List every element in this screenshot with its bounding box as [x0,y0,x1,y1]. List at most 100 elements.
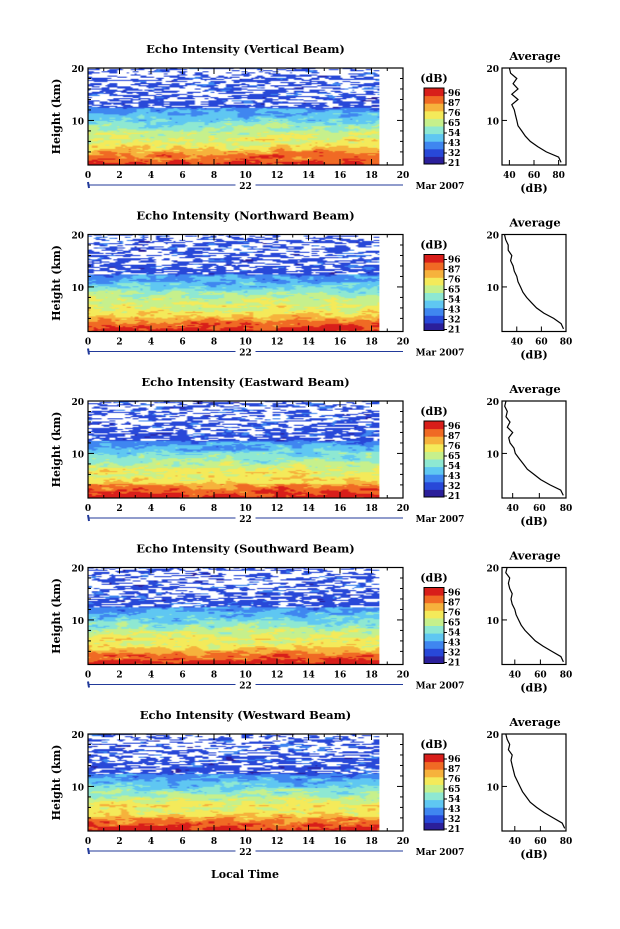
y-tick-label: 10 [71,284,84,294]
avg-x-tick-label: 80 [560,837,573,847]
x-tick-label: 16 [334,504,347,514]
day-label: 22 [239,848,252,858]
avg-x-label: (dB) [520,682,547,695]
x-tick-label: 18 [365,504,378,514]
colorbar-swatch [424,617,444,626]
average-title: Average [508,382,560,396]
x-tick-label: 8 [211,504,217,514]
echo-heatmap [88,734,380,831]
y-tick-label: 10 [71,117,84,127]
avg-x-label: (dB) [520,349,547,362]
average-title: Average [508,216,560,230]
x-tick-label: 0 [85,338,91,348]
panel-title: Echo Intensity (Northward Beam) [136,209,354,223]
y-axis-label: Height (km) [50,745,63,821]
colorbar-frame [423,753,445,831]
x-tick-label: 4 [148,171,154,181]
x-tick-label: 20 [397,504,410,514]
y-tick-label: 10 [71,617,84,627]
x-tick-label: 14 [302,837,315,847]
avg-x-tick-label: 80 [560,671,573,681]
y-tick-label: 20 [71,731,84,741]
colorbar-tick-label: 32 [448,649,461,659]
colorbar-swatch [424,262,444,271]
colorbar-tick-label: 32 [448,149,461,159]
colorbar-tick-label: 96 [448,256,461,266]
colorbar-tick-label: 21 [448,825,461,835]
day-line-marker [87,181,90,189]
x-tick-label: 0 [85,171,91,181]
average-profile-line [503,234,565,330]
y-axis-label: Height (km) [50,245,63,321]
colorbar-swatch [424,792,444,801]
echo-heatmap [88,567,380,665]
x-tick-label: 0 [85,504,91,514]
colorbar-swatch [424,640,444,649]
x-tick-label: 18 [365,171,378,181]
average-frame [501,400,567,499]
colorbar-swatch [424,459,444,468]
day-label: 22 [239,682,252,692]
colorbar-swatch [424,814,444,823]
colorbar-swatch [424,254,444,263]
x-tick-label: 10 [239,837,252,847]
colorbar-frame [423,587,445,664]
x-tick-label: 2 [116,338,122,348]
colorbar-swatch [424,776,444,785]
x-tick-label: 6 [179,504,185,514]
panel-title: Echo Intensity (Vertical Beam) [146,42,345,56]
x-tick-label: 4 [148,504,154,514]
x-tick-label: 20 [397,837,410,847]
x-tick-label: 16 [334,171,347,181]
figure-xlabel: Local Time [211,868,279,881]
colorbar-tick-label: 54 [448,129,461,139]
x-tick-label: 8 [211,171,217,181]
colorbar-swatch [424,277,444,286]
avg-x-tick-label: 60 [528,171,541,181]
avg-x-tick-label: 40 [509,837,522,847]
x-tick-label: 6 [179,338,185,348]
colorbar-tick-label: 43 [448,639,461,649]
colorbar-tick-label: 96 [448,589,461,599]
average-profile-line [504,400,564,496]
colorbar-swatch [424,754,444,763]
average-frame [501,566,567,666]
colorbar-swatch [424,95,444,104]
colorbar-swatch [424,284,444,293]
x-tick-label: 8 [211,671,217,681]
colorbar-swatch [424,481,444,490]
beam-panel: Echo Intensity (Southward Beam) 0 2 4 6 8 10 12… [50,542,572,695]
colorbar-swatch [424,307,444,316]
beam-panel: Echo Intensity (Westward Beam) 0 2 4 6 8 10 12 1… [50,708,572,861]
panel-title: Echo Intensity (Westward Beam) [140,708,351,722]
colorbar-tick-label: 65 [448,619,461,629]
x-tick-label: 12 [271,338,284,348]
day-line-marker [87,348,90,355]
colorbar-swatch [424,156,444,165]
day-label-bg [235,679,256,689]
colorbar-swatch [424,761,444,770]
colorbar-tick-label: 96 [448,89,461,99]
x-tick-label: 0 [85,671,91,681]
y-tick-label: 20 [71,565,84,575]
x-tick-label: 12 [271,171,284,181]
x-tick-label: 12 [271,837,284,847]
colorbar-swatch [424,587,444,596]
beam-panel: Echo Intensity (Eastward Beam) 0 2 4 6 8 10 12 1… [50,375,572,528]
colorbar-unit: (dB) [420,405,447,418]
colorbar-swatch [424,655,444,664]
x-tick-label: 20 [397,338,410,348]
y-tick-label: 20 [71,398,84,408]
colorbar-tick-label: 32 [448,482,461,492]
day-label-bg [235,346,256,356]
x-tick-label: 4 [148,837,154,847]
colorbar-swatch [424,88,444,97]
colorbar-swatch [424,633,444,642]
colorbar-tick-label: 65 [448,452,461,462]
colorbar-tick-label: 21 [448,159,461,169]
beam-panel: Echo Intensity (Northward Beam) 0 2 4 6 8 10 12… [50,209,572,362]
x-tick-label: 16 [334,338,347,348]
average-frame [501,733,567,832]
colorbar-swatch [424,799,444,808]
